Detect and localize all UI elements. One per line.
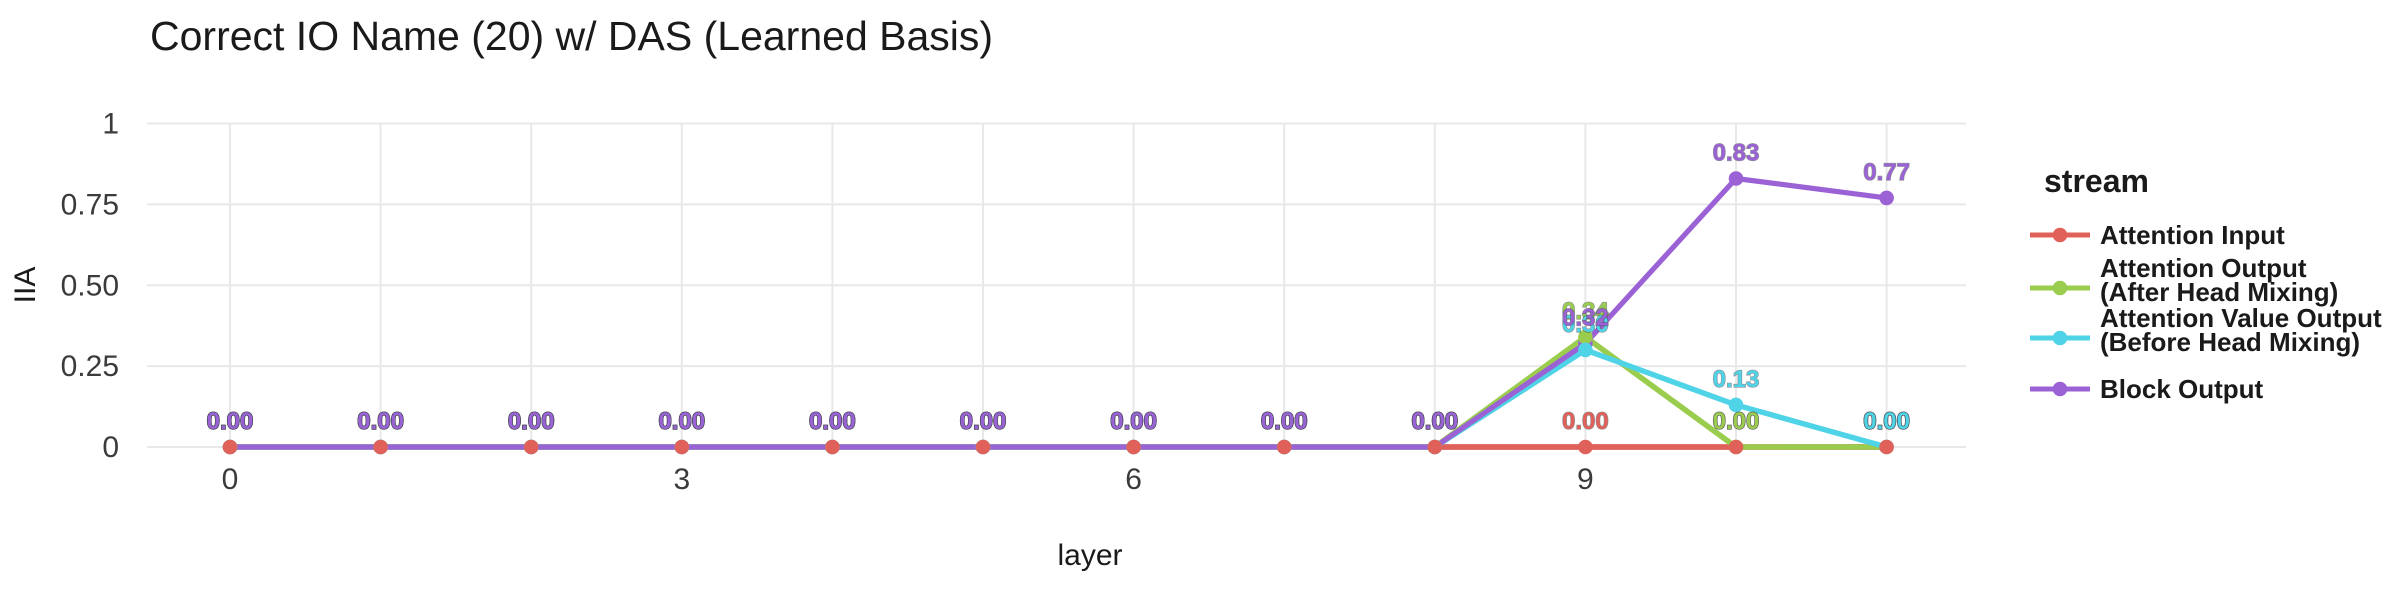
svg-text:0: 0 bbox=[222, 463, 239, 496]
svg-text:0.00: 0.00 bbox=[658, 408, 705, 435]
svg-text:0.00: 0.00 bbox=[809, 408, 856, 435]
svg-text:0.00: 0.00 bbox=[1713, 408, 1760, 435]
svg-text:Block Output: Block Output bbox=[2100, 374, 2264, 404]
svg-text:0.00: 0.00 bbox=[207, 408, 254, 435]
svg-text:(Before Head Mixing): (Before Head Mixing) bbox=[2100, 327, 2360, 357]
svg-text:Attention Input: Attention Input bbox=[2100, 220, 2285, 250]
svg-text:6: 6 bbox=[1125, 463, 1142, 496]
svg-text:stream: stream bbox=[2044, 163, 2149, 199]
svg-text:0.00: 0.00 bbox=[357, 408, 404, 435]
svg-text:0.75: 0.75 bbox=[61, 188, 119, 221]
svg-text:0.77: 0.77 bbox=[1863, 159, 1910, 186]
svg-text:0.00: 0.00 bbox=[508, 408, 555, 435]
svg-text:0.50: 0.50 bbox=[61, 269, 119, 302]
svg-text:1: 1 bbox=[102, 108, 119, 141]
svg-text:0: 0 bbox=[102, 431, 119, 464]
svg-text:0.32: 0.32 bbox=[1562, 304, 1609, 331]
svg-text:0.00: 0.00 bbox=[960, 408, 1007, 435]
svg-text:0.00: 0.00 bbox=[1261, 408, 1308, 435]
svg-text:0.00: 0.00 bbox=[1863, 408, 1910, 435]
svg-text:IIA: IIA bbox=[9, 267, 42, 304]
svg-text:Correct IO Name (20) w/ DAS (L: Correct IO Name (20) w/ DAS (Learned Bas… bbox=[150, 13, 993, 59]
svg-text:0.00: 0.00 bbox=[1562, 408, 1609, 435]
svg-text:0.00: 0.00 bbox=[1110, 408, 1157, 435]
svg-text:9: 9 bbox=[1577, 463, 1594, 496]
svg-text:0.00: 0.00 bbox=[1411, 408, 1458, 435]
svg-text:3: 3 bbox=[673, 463, 690, 496]
svg-text:0.25: 0.25 bbox=[61, 350, 119, 383]
svg-text:0.83: 0.83 bbox=[1713, 140, 1760, 167]
svg-text:layer: layer bbox=[1057, 539, 1122, 572]
svg-text:0.13: 0.13 bbox=[1713, 366, 1760, 393]
